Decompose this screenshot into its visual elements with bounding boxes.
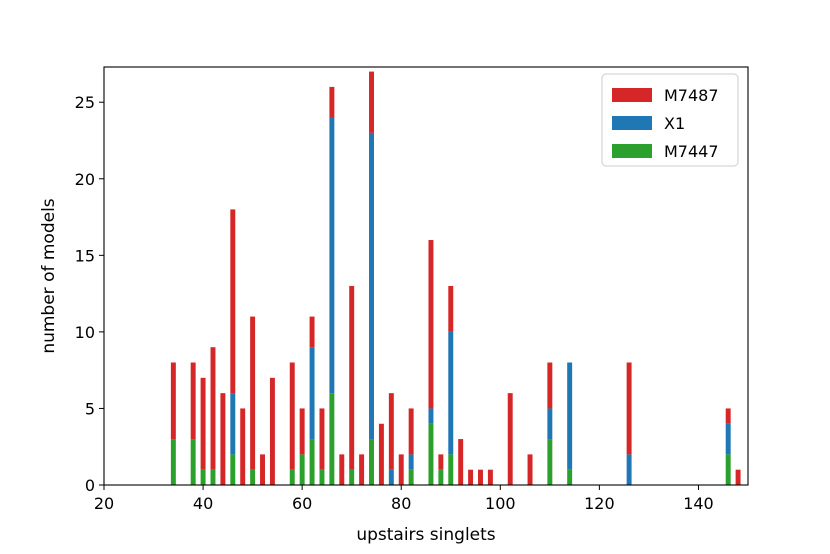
legend-label-x1: X1 xyxy=(664,114,685,133)
y-tick-label-0: 0 xyxy=(85,476,95,495)
bar-x1-78 xyxy=(388,469,394,485)
bar-m7487-48 xyxy=(240,408,246,485)
bar-m7487-94 xyxy=(468,469,474,485)
bar-m7487-62 xyxy=(309,316,315,348)
bar-m7447-82 xyxy=(408,469,414,485)
bar-m7487-92 xyxy=(458,439,464,485)
bar-x1-82 xyxy=(408,454,414,470)
bar-m7487-90 xyxy=(448,285,454,332)
bar-m7487-50 xyxy=(250,316,256,470)
bar-m7487-82 xyxy=(408,408,414,455)
y-tick-label-25: 25 xyxy=(75,93,95,112)
bar-m7487-126 xyxy=(626,362,632,455)
bar-m7487-40 xyxy=(200,377,206,470)
bar-m7447-34 xyxy=(170,439,176,485)
bar-m7487-58 xyxy=(289,362,295,470)
bar-m7487-102 xyxy=(507,393,513,485)
bar-x1-110 xyxy=(547,408,553,440)
bar-x1-62 xyxy=(309,347,315,440)
x-tick-label-60: 60 xyxy=(292,494,312,513)
bar-m7487-76 xyxy=(378,423,384,485)
x-tick-label-140: 140 xyxy=(683,494,714,513)
bar-m7487-78 xyxy=(388,393,394,470)
bar-m7487-80 xyxy=(398,454,404,485)
bar-m7487-148 xyxy=(735,469,741,485)
axes-group: 20 40 60 80 100 120 140 0 5 10 15 20 25 xyxy=(75,66,749,513)
bar-m7447-42 xyxy=(210,469,216,485)
bar-m7447-114 xyxy=(567,469,573,485)
legend-swatch-m7447 xyxy=(612,144,652,158)
legend-label-m7447: M7447 xyxy=(664,142,719,161)
bar-x1-114 xyxy=(567,362,573,470)
bar-m7487-88 xyxy=(438,454,444,470)
bar-m7487-68 xyxy=(339,454,345,485)
bar-m7487-98 xyxy=(487,469,493,485)
bar-m7487-110 xyxy=(547,362,553,409)
bar-m7487-96 xyxy=(478,469,483,485)
bar-x1-126 xyxy=(626,454,632,485)
bar-x1-46 xyxy=(230,393,236,455)
bar-m7487-44 xyxy=(220,393,226,485)
bar-m7487-66 xyxy=(329,86,335,118)
bar-m7487-42 xyxy=(210,347,216,470)
x-tick-label-100: 100 xyxy=(485,494,516,513)
x-tick-label-40: 40 xyxy=(193,494,213,513)
bar-m7447-146 xyxy=(725,454,731,485)
bar-m7487-146 xyxy=(725,408,731,424)
bar-m7447-86 xyxy=(428,423,434,485)
bar-m7447-64 xyxy=(319,469,325,485)
bar-m7447-90 xyxy=(448,454,454,485)
bar-m7447-88 xyxy=(438,469,444,485)
x-tick-label-80: 80 xyxy=(391,494,411,513)
legend-swatch-m7487 xyxy=(612,88,652,102)
bar-m7487-64 xyxy=(319,408,325,470)
bar-m7487-72 xyxy=(359,454,365,485)
legend-swatch-x1 xyxy=(612,116,652,130)
bar-m7447-74 xyxy=(369,439,374,485)
bar-x1-90 xyxy=(448,331,454,455)
bar-m7487-46 xyxy=(230,209,236,394)
bar-m7487-74 xyxy=(369,71,374,133)
legend: M7487 X1 M7447 xyxy=(601,73,739,167)
y-axis-label: number of models xyxy=(39,198,59,353)
bar-m7447-46 xyxy=(230,454,236,485)
bar-m7447-58 xyxy=(289,469,295,485)
bar-m7447-50 xyxy=(250,469,256,485)
legend-label-m7487: M7487 xyxy=(664,86,719,105)
bar-m7447-110 xyxy=(547,439,553,485)
bar-m7487-70 xyxy=(349,285,355,470)
bar-m7447-70 xyxy=(349,469,355,485)
x-tick-label-20: 20 xyxy=(94,494,114,513)
bar-m7487-34 xyxy=(170,362,176,440)
y-tick-label-10: 10 xyxy=(75,323,95,342)
y-tick-label-5: 5 xyxy=(85,399,95,418)
bar-m7447-40 xyxy=(200,469,206,485)
bar-m7447-60 xyxy=(299,454,305,485)
bar-m7447-62 xyxy=(309,439,315,485)
bar-x1-146 xyxy=(725,423,731,455)
bar-m7487-106 xyxy=(527,454,533,485)
y-tick-label-15: 15 xyxy=(75,246,95,265)
bar-m7447-66 xyxy=(329,393,335,485)
x-axis-label: upstairs singlets xyxy=(356,525,495,545)
bar-x1-74 xyxy=(369,132,374,440)
bar-m7487-60 xyxy=(299,408,305,455)
plot-frame xyxy=(103,66,749,486)
bar-x1-66 xyxy=(329,117,335,394)
bar-m7487-54 xyxy=(269,377,275,485)
bars-group xyxy=(170,71,741,485)
x-tick-label-120: 120 xyxy=(584,494,615,513)
bar-x1-86 xyxy=(428,408,434,424)
bar-m7487-38 xyxy=(190,362,196,440)
bar-m7487-52 xyxy=(260,454,265,485)
bar-m7447-38 xyxy=(190,439,196,485)
bar-m7487-86 xyxy=(428,240,434,409)
y-tick-label-20: 20 xyxy=(75,170,95,189)
